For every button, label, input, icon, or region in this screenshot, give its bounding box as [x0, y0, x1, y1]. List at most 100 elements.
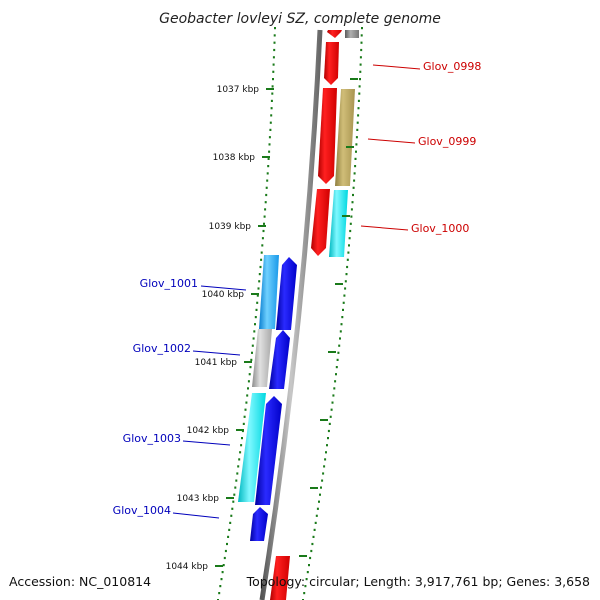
reverse-strand-guide-dot — [220, 578, 223, 581]
reverse-strand-guide-dot — [266, 179, 269, 182]
forward-strand-guide-dot — [315, 514, 318, 517]
forward-strand-guide-dot — [354, 157, 357, 160]
reverse-strand-guide-dot — [269, 128, 272, 131]
gene-arrow[interactable] — [269, 330, 290, 389]
gene-arrow[interactable] — [311, 189, 330, 256]
reverse-strand-guide-dot — [261, 244, 264, 247]
forward-strand-guide-dot — [313, 528, 316, 531]
forward-strand-guide-dot — [312, 535, 315, 538]
reverse-strand-guide-dot — [236, 472, 239, 475]
reverse-strand-guide-dot — [237, 465, 240, 468]
forward-strand-guide-dot — [348, 237, 351, 240]
gene-arrow[interactable] — [345, 30, 359, 38]
reverse-strand-guide-dot — [268, 136, 271, 139]
forward-strand-guide-dot — [344, 280, 347, 283]
gene-label-leader-line — [367, 138, 416, 144]
gene-features — [238, 30, 359, 600]
gene-arrow[interactable] — [276, 257, 297, 330]
gene-arrow[interactable] — [335, 89, 355, 186]
forward-strand-guide-dot — [314, 521, 317, 524]
reverse-strand-guide-dot — [274, 27, 276, 30]
forward-strand-guide-dot — [309, 556, 312, 560]
reverse-strand-guide-dot — [268, 150, 271, 153]
reverse-strand-guide-dot — [244, 408, 247, 411]
forward-strand-guide-dot — [357, 114, 360, 117]
forward-strand-guide-dot — [354, 165, 357, 168]
forward-strand-guide-dot — [356, 121, 359, 124]
forward-strand-guide-dot — [348, 244, 350, 247]
forward-strand-guide-dot — [311, 542, 314, 546]
reverse-strand-guide-dot — [224, 549, 227, 553]
forward-strand-guide-dot — [357, 107, 360, 110]
forward-strand-guide-dot — [345, 273, 348, 276]
reverse-strand-guide-dot — [272, 70, 275, 73]
gene-labels: Glov_0998 Glov_0999 Glov_1000 Glov_1001 Glov… — [113, 60, 481, 519]
gene-arrow[interactable] — [329, 190, 348, 257]
forward-strand-guide-dot — [335, 366, 338, 369]
reverse-strand-guide-dot — [248, 373, 251, 376]
gene-label[interactable]: Glov_1004 — [113, 504, 171, 517]
reverse-strand-guide-dot — [230, 514, 233, 517]
gene-arrow[interactable] — [270, 556, 290, 600]
forward-strand-guide-dot — [349, 222, 352, 225]
gene-arrow[interactable] — [324, 42, 339, 85]
strand-guides — [217, 27, 363, 600]
forward-strand-guide-dot — [355, 150, 357, 153]
forward-strand-guide-dot — [355, 143, 358, 146]
gene-arrow[interactable] — [318, 88, 337, 184]
reverse-strand-guide-dot — [218, 592, 221, 595]
reverse-strand-guide-dot — [231, 507, 234, 510]
forward-strand-guide-dot — [305, 578, 308, 581]
forward-strand-guide-dot — [336, 358, 339, 361]
gene-label[interactable]: Glov_0999 — [418, 135, 476, 148]
forward-strand-guide-dot — [352, 193, 354, 197]
gene-arrow[interactable] — [238, 393, 266, 502]
accession-text: Accession: NC_010814 — [9, 574, 151, 589]
map-title: Geobacter lovleyi SZ, complete genome — [159, 11, 441, 27]
gene-arrow[interactable] — [255, 396, 282, 505]
position-tick-label: 1041 kbp — [195, 358, 238, 368]
reverse-strand-guide-dot — [273, 48, 276, 52]
forward-strand-guide-dot — [341, 316, 344, 319]
reverse-strand-guide-dot — [272, 78, 274, 81]
gene-label[interactable]: Glov_1003 — [123, 432, 181, 445]
reverse-strand-guide-dot — [263, 215, 266, 218]
gene-arrow[interactable] — [250, 507, 268, 541]
forward-strand-guide-dot — [342, 301, 345, 304]
reverse-strand-guide-dot — [271, 85, 274, 88]
position-tick-label: 1044 kbp — [166, 562, 209, 572]
forward-strand-guide-dot — [331, 401, 334, 404]
gene-label[interactable]: Glov_1000 — [411, 222, 469, 235]
reverse-strand-guide-dot — [247, 387, 249, 390]
forward-strand-guide-dot — [350, 215, 353, 218]
reverse-strand-guide-dot — [259, 265, 262, 269]
forward-strand-guide-dot — [323, 465, 326, 468]
gene-arrow[interactable] — [259, 255, 279, 329]
forward-strand-guide-dot — [357, 99, 360, 102]
forward-strand-guide-dot — [356, 128, 359, 131]
reverse-strand-guide-dot — [270, 107, 273, 110]
gene-arrow[interactable] — [327, 30, 342, 38]
reverse-strand-guide-dot — [260, 258, 263, 261]
gene-label[interactable]: Glov_1001 — [140, 277, 198, 290]
reverse-strand-guide-dot — [268, 143, 271, 146]
forward-strand-guide-dot — [360, 41, 363, 44]
reverse-strand-guide-dot — [262, 229, 265, 233]
forward-strand-guide-dot — [337, 351, 340, 354]
reverse-strand-guide-dot — [267, 165, 270, 168]
reverse-strand-guide-dot — [223, 556, 226, 560]
forward-strand-guide-dot — [324, 458, 327, 461]
gene-arrow[interactable] — [252, 329, 272, 387]
reverse-strand-guide-dot — [272, 56, 275, 59]
gene-label-leader-line — [172, 512, 220, 519]
forward-strand-guide-dot — [333, 387, 336, 390]
reverse-strand-guide-dot — [239, 451, 242, 454]
reverse-strand-guide-dot — [257, 287, 260, 290]
forward-strand-guide-dot — [320, 486, 322, 489]
gene-label[interactable]: Glov_1002 — [133, 342, 191, 355]
forward-strand-guide-dot — [322, 472, 325, 475]
forward-strand-guide-dot — [339, 337, 341, 340]
reverse-strand-guide-dot — [265, 193, 268, 197]
gene-label[interactable]: Glov_0998 — [423, 60, 481, 73]
forward-strand-guide-dot — [316, 507, 319, 510]
